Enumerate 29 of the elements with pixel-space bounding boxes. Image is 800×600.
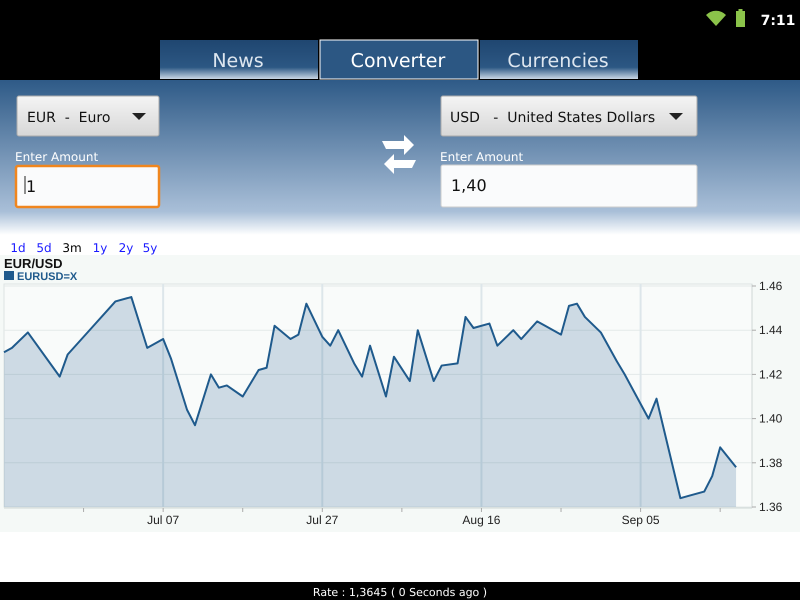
y-tick-label: 1.38 [759,456,783,470]
text: 5y [142,241,158,255]
text: Enter Amount [15,150,98,164]
y-tick-label: 1.46 [759,279,783,293]
x-tick-label: Jul 07 [147,513,180,527]
text: 3m [62,241,82,255]
text: Converter [350,50,446,72]
text: Rate : 1,3645 ( 0 Seconds ago ) [312,586,488,599]
chart-title: EUR/USD [4,256,63,271]
y-tick-label: 1.40 [759,412,783,426]
y-tick-label: 1.42 [759,367,783,382]
text: 5d [36,241,52,255]
text: 1,40 [451,176,487,195]
x-tick-label: Aug 16 [462,513,501,527]
text: 1d [10,241,26,255]
text: Currencies [507,50,609,72]
text: 2y [118,241,134,255]
text: 1 [26,177,36,196]
y-tick-label: 1.44 [759,323,783,338]
legend-label: EURUSD=X [17,271,78,283]
text: 7:11 [760,13,796,29]
text: 1y [92,241,108,255]
text: Enter Amount [440,150,524,164]
text: EUR - Euro [27,110,110,126]
x-tick-label: Sep 05 [622,513,660,527]
text: USD - United States Dollars [450,110,656,126]
x-tick-label: Jul 27 [306,513,339,527]
text: News [212,50,264,72]
y-tick-label: 1.36 [759,500,783,514]
